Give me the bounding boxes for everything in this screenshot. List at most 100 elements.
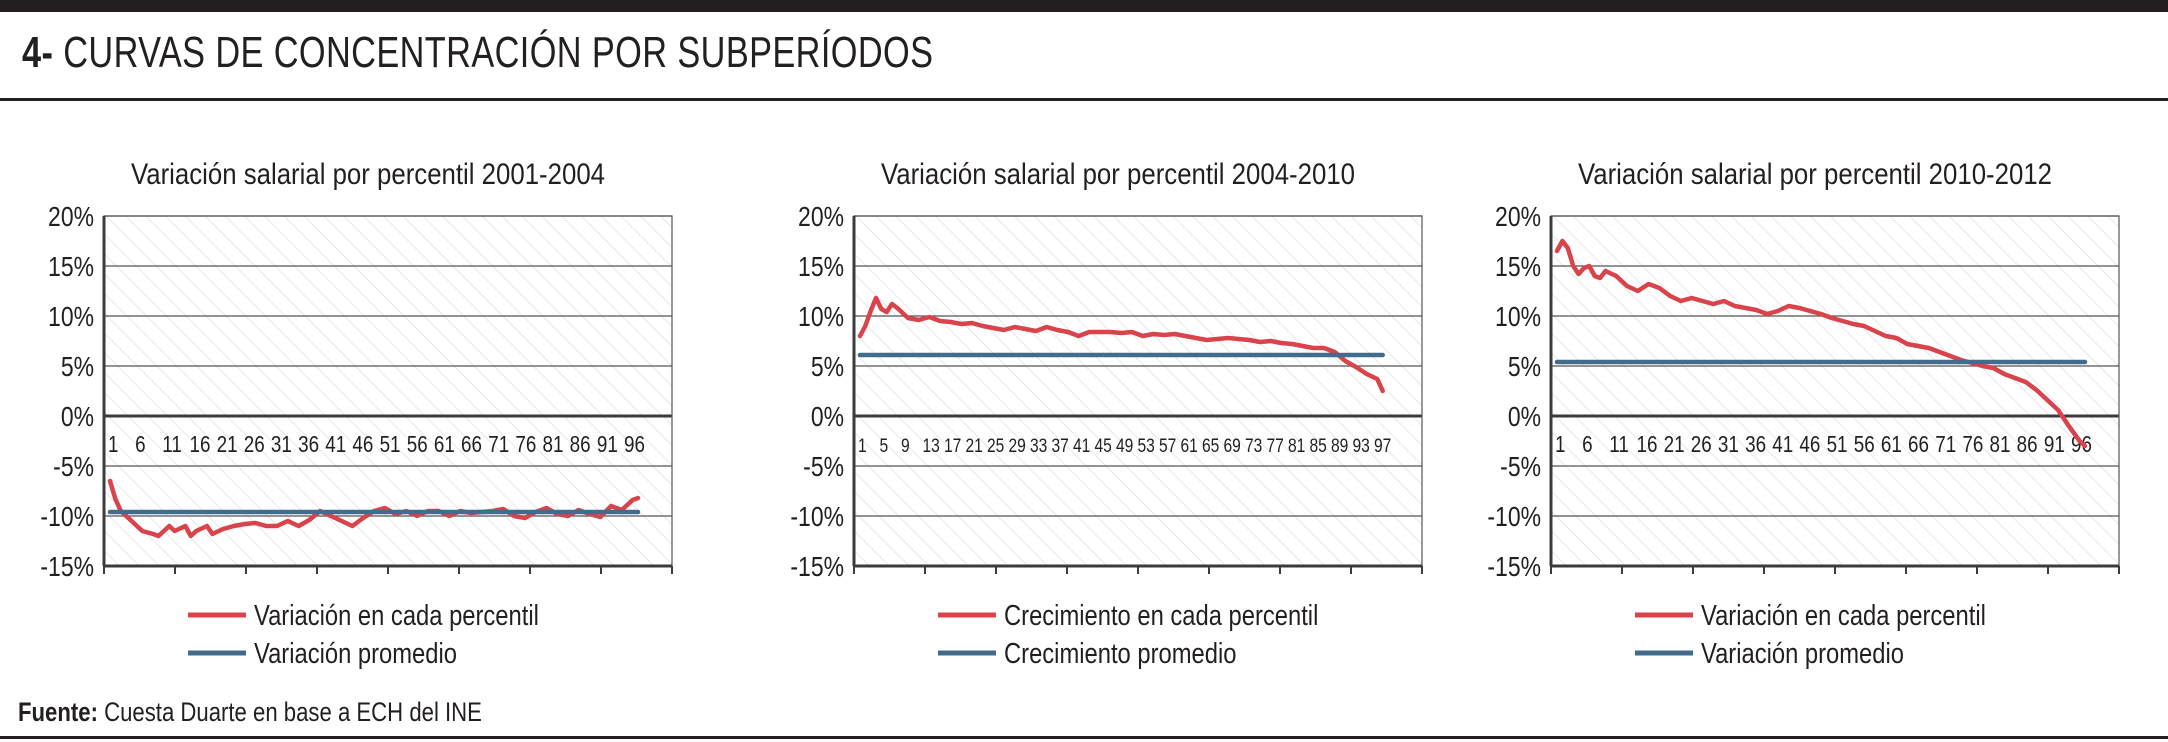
x-tick-label: 85 [1310,435,1327,457]
y-tick-label: 10% [1495,302,1541,333]
x-tick-label: 31 [1718,432,1739,457]
x-tick-label: 41 [1772,432,1793,457]
x-tick-label: 57 [1159,435,1176,457]
y-tick-label: 5% [61,352,94,383]
x-tick-label: 36 [1745,432,1766,457]
y-tick-label: -5% [803,452,844,483]
x-tick-label: 6 [1582,432,1592,457]
x-tick-label: 31 [271,432,292,457]
x-tick-label: 69 [1224,435,1241,457]
x-tick-label: 21 [217,432,238,457]
legend-label: Crecimiento en cada percentil [1004,599,1318,632]
x-tick-label: 21 [1664,432,1685,457]
chart-title: Variación salarial por percentil 2001-20… [131,157,605,190]
y-tick-label: 0% [61,402,94,433]
source-note: Fuente: Cuesta Duarte en base a ECH del … [18,697,482,728]
y-tick-label: -15% [40,552,94,583]
y-tick-label: -15% [1487,552,1541,583]
x-tick-label: 16 [1636,432,1657,457]
x-tick-label: 25 [987,435,1004,457]
y-tick-label: -5% [53,452,94,483]
y-tick-label: 0% [811,402,844,433]
y-tick-label: -10% [40,502,94,533]
y-tick-label: 20% [798,202,844,233]
x-tick-label: 6 [135,432,145,457]
chart-panel-2004-2010: Variación salarial por percentil 2004-20… [750,150,1440,680]
series-line-percentile [107,478,641,539]
x-tick-label: 21 [966,435,983,457]
x-tick-label: 91 [2044,432,2065,457]
x-tick-label: 61 [1181,435,1198,457]
x-tick-label: 1 [1555,432,1565,457]
x-tick-label: 17 [944,435,961,457]
x-tick-label: 51 [380,432,401,457]
chart-title: Variación salarial por percentil 2004-20… [881,157,1355,190]
x-tick-label: 89 [1331,435,1348,457]
x-tick-label: 61 [1881,432,1902,457]
x-tick-label: 46 [1799,432,1820,457]
y-tick-label: -5% [1500,452,1541,483]
chart-title: Variación salarial por percentil 2010-20… [1578,157,2052,190]
x-tick-label: 71 [488,432,509,457]
y-tick-label: -10% [1487,502,1541,533]
y-tick-label: 20% [48,202,94,233]
x-tick-label: 81 [1288,435,1305,457]
x-tick-label: 91 [597,432,618,457]
x-tick-label: 76 [1962,432,1983,457]
chart-svg: Variación salarial por percentil 2001-20… [40,157,673,670]
section-title: CURVAS DE CONCENTRACIÓN POR SUBPERÍODOS [63,28,934,77]
plot-area [854,216,1422,566]
x-tick-label: 36 [298,432,319,457]
y-tick-label: 15% [48,252,94,283]
legend-label: Variación promedio [1701,637,1904,670]
legend-label: Variación en cada percentil [254,599,539,632]
x-tick-label: 81 [543,432,564,457]
x-tick-label: 86 [570,432,591,457]
x-tick-label: 56 [407,432,428,457]
header-divider [0,98,2168,101]
x-tick-label: 86 [2017,432,2038,457]
top-bar [0,0,2168,12]
x-tick-label: 33 [1030,435,1047,457]
y-tick-label: 5% [811,352,844,383]
x-tick-label: 46 [352,432,373,457]
x-tick-label: 65 [1202,435,1219,457]
legend-label: Crecimiento promedio [1004,637,1236,670]
x-tick-label: 29 [1009,435,1026,457]
y-tick-label: 10% [48,302,94,333]
x-tick-label: 76 [515,432,536,457]
x-tick-label: 11 [162,432,182,457]
chart-panel-2001-2004: Variación salarial por percentil 2001-20… [0,150,690,680]
x-tick-label: 45 [1095,435,1112,457]
x-tick-label: 56 [1854,432,1875,457]
legend-label: Variación en cada percentil [1701,599,1986,632]
legend-label: Variación promedio [254,637,457,670]
x-tick-label: 49 [1116,435,1133,457]
x-tick-label: 51 [1827,432,1848,457]
x-tick-label: 61 [434,432,455,457]
x-tick-label: 1 [108,432,118,457]
source-text: Cuesta Duarte en base a ECH del INE [104,697,482,727]
footer-divider [0,736,2168,739]
x-tick-label: 13 [923,435,940,457]
x-tick-label: 1 [858,435,867,457]
x-tick-label: 81 [1990,432,2011,457]
x-tick-label: 41 [1073,435,1090,457]
y-tick-label: 10% [798,302,844,333]
y-tick-label: 5% [1508,352,1541,383]
source-label: Fuente: [18,697,98,727]
y-tick-label: 20% [1495,202,1541,233]
x-tick-label: 71 [1935,432,1956,457]
section-number: 4- [22,28,54,77]
x-tick-label: 66 [461,432,482,457]
x-tick-label: 16 [189,432,210,457]
series-line-percentile [1554,238,2088,449]
page-title: 4- CURVAS DE CONCENTRACIÓN POR SUBPERÍOD… [22,28,933,86]
x-tick-label: 53 [1138,435,1155,457]
x-tick-label: 93 [1353,435,1370,457]
x-tick-label: 97 [1374,435,1391,457]
x-tick-label: 26 [1691,432,1712,457]
y-tick-label: 15% [1495,252,1541,283]
x-tick-label: 9 [901,435,910,457]
x-tick-label: 5 [880,435,889,457]
